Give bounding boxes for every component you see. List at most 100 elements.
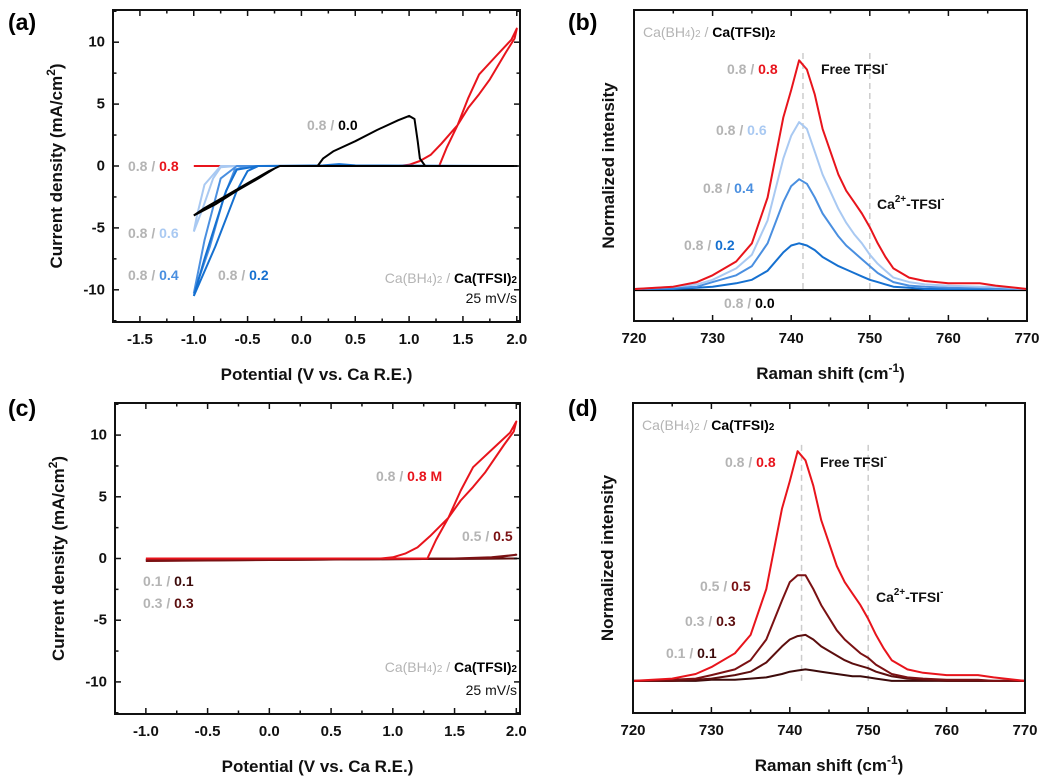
series-line bbox=[192, 165, 518, 232]
series-group bbox=[145, 420, 518, 562]
annotation: Ca2+-TFSI- bbox=[876, 587, 943, 605]
text-part: 0.1 bbox=[697, 645, 717, 661]
text-part: Raman shift (cm bbox=[756, 364, 888, 383]
text-part: 0.0 bbox=[338, 117, 358, 133]
annotation: 0.8 / 0.4 bbox=[703, 180, 754, 196]
text-part: Ca(BH bbox=[385, 270, 427, 286]
text-part: Current density (mA/cm bbox=[49, 468, 68, 661]
panel-c: (c) -1.0 -0.5 0.0 0.5 1.0 1.5 2.0 -10 -5 0 5 10 Poten… bbox=[8, 395, 527, 776]
text-part: 0.8 / bbox=[128, 225, 159, 241]
x-tick-label: 750 bbox=[857, 330, 882, 347]
panel-label: (d) bbox=[568, 395, 597, 421]
text-part: 0.1 bbox=[174, 573, 194, 589]
text-part: 2 bbox=[695, 29, 700, 40]
text-part: 0.5 / bbox=[462, 528, 493, 544]
text-part: 0.4 bbox=[159, 267, 179, 283]
annotation: 0.8 / 0.0 bbox=[724, 295, 775, 311]
plot-frame bbox=[633, 9, 1028, 322]
text-part: 2 bbox=[44, 69, 58, 76]
series-line bbox=[193, 114, 518, 217]
text-part: 0.8 / bbox=[128, 158, 159, 174]
text-part: 0.8 / bbox=[727, 61, 758, 77]
text-part: - bbox=[940, 587, 943, 598]
y-axis-label: Current density (mA/cm2) bbox=[46, 456, 68, 661]
text-part: ) bbox=[47, 64, 66, 70]
series-line bbox=[145, 420, 518, 560]
x-tick-label: 1.0 bbox=[382, 723, 403, 740]
text-part: Ca(BH bbox=[643, 24, 685, 40]
text-part: 25 mV/s bbox=[466, 682, 517, 698]
text-part: 0.8 / bbox=[703, 180, 734, 196]
series-line bbox=[633, 450, 1025, 682]
text-part: Ca(TFSI) bbox=[712, 24, 770, 40]
text-part: Current density (mA/cm bbox=[47, 76, 66, 269]
series-line bbox=[634, 59, 1027, 290]
panel-label: (a) bbox=[8, 9, 36, 35]
text-part: -TFSI bbox=[905, 589, 940, 605]
x-tick-label: -1.5 bbox=[127, 331, 153, 348]
series-line bbox=[634, 178, 1027, 290]
x-tick-label: 2.0 bbox=[506, 723, 527, 740]
x-tick-label: 720 bbox=[620, 722, 645, 739]
annotation: 0.3 / 0.3 bbox=[685, 613, 736, 629]
y-tick-label: 10 bbox=[90, 427, 107, 444]
text-part: Potential (V vs. Ca R.E.) bbox=[221, 365, 413, 384]
text-part: 0.8 / bbox=[307, 117, 338, 133]
text-part: 25 mV/s bbox=[466, 290, 517, 306]
text-part: 0.8 / bbox=[724, 295, 755, 311]
text-part: 0.8 / bbox=[725, 454, 756, 470]
annotation: 0.1 / 0.1 bbox=[143, 573, 194, 589]
x-tick-label: 760 bbox=[936, 330, 961, 347]
x-tick-label: 750 bbox=[856, 722, 881, 739]
text-part: 0.8 bbox=[756, 454, 776, 470]
text-part: 0.5 bbox=[731, 578, 751, 594]
x-tick-label: 0.5 bbox=[321, 723, 342, 740]
text-part: Ca bbox=[876, 589, 894, 605]
text-part: ) bbox=[899, 364, 905, 383]
annotation: 0.8 / 0.2 bbox=[684, 237, 735, 253]
text-part: - bbox=[885, 59, 888, 70]
text-part: 0.1 / bbox=[666, 645, 697, 661]
series-group bbox=[192, 27, 518, 297]
series-line bbox=[634, 242, 1027, 290]
panel-label: (b) bbox=[568, 9, 597, 35]
text-part: 0.5 / bbox=[700, 578, 731, 594]
series-line bbox=[633, 574, 1025, 682]
text-part: 0.3 / bbox=[685, 613, 716, 629]
annotation: 0.5 / 0.5 bbox=[700, 578, 751, 594]
text-part: / bbox=[442, 270, 454, 286]
text-part: 0.6 bbox=[747, 122, 767, 138]
text-part: -1 bbox=[887, 753, 898, 767]
text-part: Ca(BH bbox=[385, 659, 427, 675]
x-axis-label: Potential (V vs. Ca R.E.) bbox=[221, 365, 413, 384]
text-part: Free TFSI bbox=[821, 61, 885, 77]
text-part: Free TFSI bbox=[820, 454, 884, 470]
text-part: 0.1 / bbox=[143, 573, 174, 589]
text-part: 0.3 bbox=[716, 613, 736, 629]
text-part: Normalized intensity bbox=[599, 82, 618, 249]
y-tick-label: -5 bbox=[92, 219, 105, 236]
text-part: ) bbox=[432, 270, 437, 286]
x-tick-label: 740 bbox=[777, 722, 802, 739]
series-line bbox=[633, 633, 1025, 682]
annotation: Ca(BH4)2 / Ca(TFSI)2 bbox=[643, 24, 776, 40]
x-tick-label: 0.0 bbox=[259, 723, 280, 740]
annotation: Ca(BH4)2 / Ca(TFSI)2 bbox=[642, 417, 775, 433]
y-tick-label: -5 bbox=[94, 612, 107, 629]
y-axis-label: Normalized intensity bbox=[598, 474, 617, 641]
text-part: 4 bbox=[684, 422, 690, 433]
text-part: 2 bbox=[512, 664, 518, 675]
annotation: 0.8 / 0.0 bbox=[307, 117, 358, 133]
series-group bbox=[633, 450, 1025, 682]
annotation: 0.8 / 0.8 bbox=[727, 61, 778, 77]
y-axis-label: Current density (mA/cm2) bbox=[44, 64, 66, 269]
x-tick-label: 1.5 bbox=[453, 331, 474, 348]
panel-label: (c) bbox=[8, 395, 36, 421]
annotation: Free TFSI- bbox=[821, 59, 888, 77]
text-part: / bbox=[442, 659, 454, 675]
text-part: -1 bbox=[889, 361, 900, 375]
text-part: 2 bbox=[770, 29, 776, 40]
text-part: 0.8 / bbox=[684, 237, 715, 253]
text-part: 0.2 bbox=[249, 267, 269, 283]
